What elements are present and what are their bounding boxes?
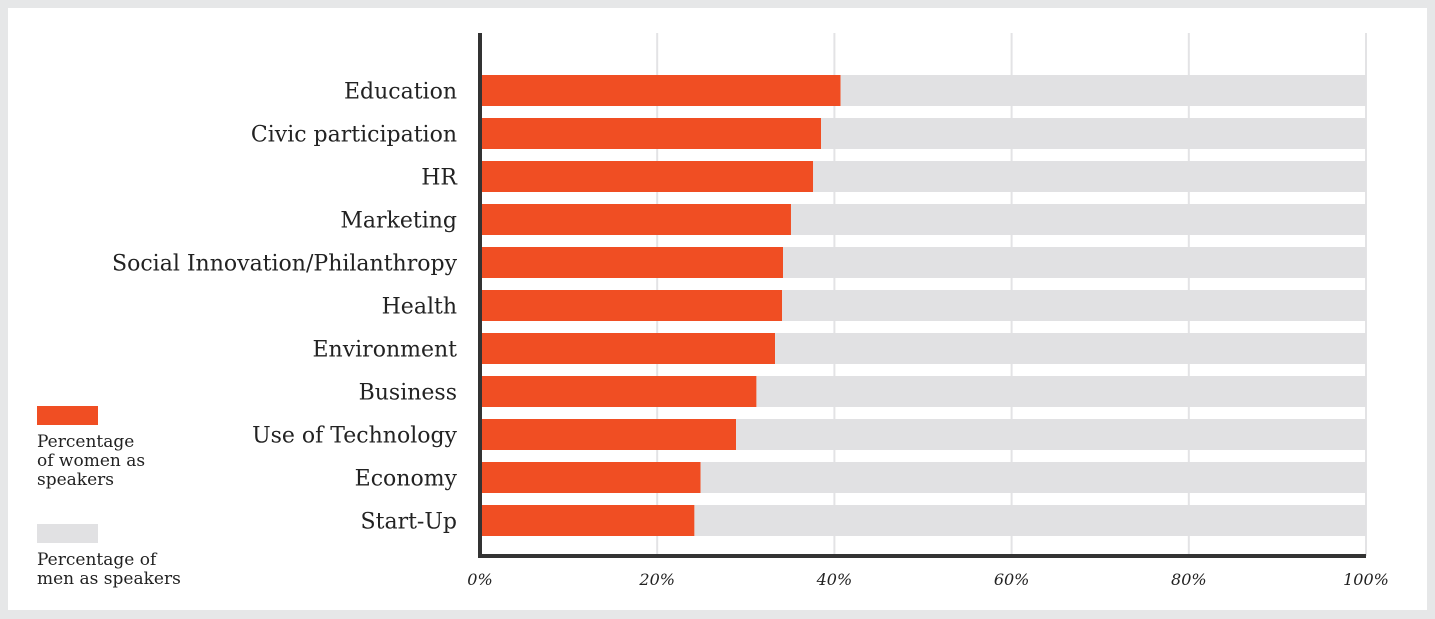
category-labels: Education Civic participation HR Marketing S…: [112, 80, 458, 535]
bar-men-economy: [700, 462, 1366, 493]
category-label-economy: Economy: [355, 467, 458, 492]
bar-women-education: [480, 75, 841, 106]
category-label-health: Health: [382, 295, 457, 320]
x-tick-label-100: 100%: [1343, 570, 1389, 589]
bar-men-education: [840, 75, 1366, 106]
bar-men-use-of-technology: [736, 419, 1366, 450]
bar-men-health: [782, 290, 1366, 321]
bar-women-environment: [480, 333, 776, 364]
bar-women-use-of-technology: [480, 419, 737, 450]
category-label-marketing: Marketing: [340, 209, 457, 234]
bar-chart: Education Civic participation HR Marketing S…: [112, 33, 1389, 589]
bar-women-economy: [480, 462, 701, 493]
bar-women-health: [480, 290, 783, 321]
legend-swatch-men: [37, 524, 98, 543]
category-label-social-innovation-philanthropy: Social Innovation/Philanthropy: [112, 252, 458, 277]
bar-men-hr: [813, 161, 1366, 192]
category-label-civic-participation: Civic participation: [251, 123, 457, 148]
legend-label-women: Percentage of women as speakers: [37, 432, 146, 490]
x-tick-label-60: 60%: [994, 570, 1030, 589]
category-label-environment: Environment: [312, 338, 457, 363]
x-tick-label-80: 80%: [1171, 570, 1207, 589]
bar-women-social-innovation-philanthropy: [480, 247, 784, 278]
bar-men-civic-participation: [821, 118, 1366, 149]
bar-women-start-up: [480, 505, 695, 536]
chart-frame: Education Civic participation HR Marketing S…: [8, 8, 1427, 610]
x-tick-label-0: 0%: [467, 570, 492, 589]
bar-men-environment: [775, 333, 1366, 364]
bar-women-hr: [480, 161, 814, 192]
bar-women-marketing: [480, 204, 791, 235]
bar-men-social-innovation-philanthropy: [783, 247, 1366, 278]
tick-labels: 0% 20% 40% 60% 80% 100%: [467, 570, 1389, 589]
category-label-use-of-technology: Use of Technology: [252, 424, 457, 449]
x-tick-label-40: 40%: [816, 570, 853, 589]
category-label-start-up: Start-Up: [361, 510, 457, 535]
bar-women-business: [480, 376, 757, 407]
category-label-hr: HR: [421, 166, 458, 191]
bar-men-marketing: [790, 204, 1366, 235]
bar-women-civic-participation: [480, 118, 822, 149]
x-tick-label-20: 20%: [638, 570, 675, 589]
category-label-education: Education: [344, 80, 457, 105]
bars-layer: [480, 75, 1366, 536]
axes: [478, 33, 1366, 558]
bar-men-business: [756, 376, 1366, 407]
bar-men-start-up: [694, 505, 1366, 536]
legend-label-men: Percentage of men as speakers: [37, 550, 181, 589]
legend-swatch-women: [37, 406, 98, 425]
category-label-business: Business: [359, 381, 457, 406]
